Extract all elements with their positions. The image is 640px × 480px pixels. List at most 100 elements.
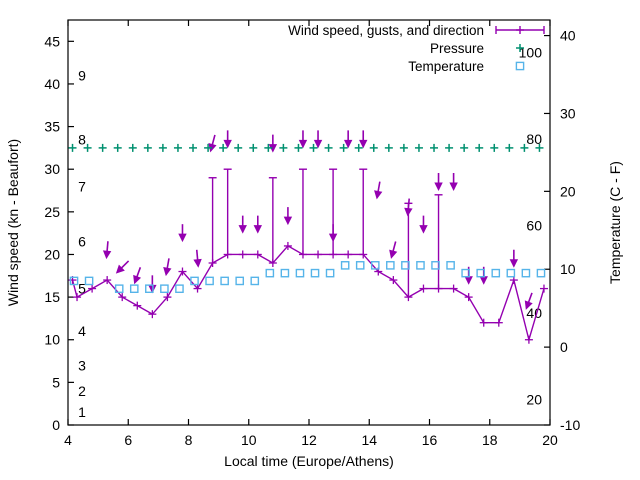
y-axis-tick-label-left: 0 [52, 417, 60, 433]
legend-symbol-temperature [515, 61, 525, 71]
wind-direction-arrow [253, 215, 262, 234]
wind-direction-arrow [419, 215, 428, 234]
x-axis-tick-label: 8 [185, 432, 193, 448]
temperature-marker [69, 276, 79, 286]
temperature-marker [280, 268, 290, 278]
wind-direction-arrow [313, 130, 323, 149]
x-axis-tick-label: 10 [241, 432, 257, 448]
wind-direction-arrow [374, 181, 383, 200]
temperature-marker [461, 268, 470, 278]
temperature-marker [386, 261, 395, 270]
temperature-marker [416, 261, 425, 270]
temperature-marker [340, 261, 350, 270]
temperature-marker [160, 284, 169, 294]
wind-direction-arrow [359, 130, 368, 149]
beaufort-label-2: 2 [78, 383, 86, 399]
x-axis-tick-label: 12 [301, 432, 317, 448]
beaufort-label-5: 5 [78, 281, 86, 297]
beaufort-label-6: 6 [78, 234, 86, 250]
temperature-marker [355, 261, 365, 270]
beaufort-label-9: 9 [78, 67, 86, 83]
temperature-marker [491, 268, 501, 278]
y-axis-tick-label-celsius: 10 [560, 261, 576, 277]
wind-direction-arrow [268, 134, 278, 153]
y-axis-title-right: Temperature (C - F) [607, 161, 623, 284]
x-axis-tick-label: 18 [482, 432, 498, 448]
temperature-marker [325, 268, 335, 278]
wind-direction-arrow [389, 241, 398, 259]
temperature-marker [521, 268, 531, 278]
temperature-marker [310, 268, 320, 278]
x-axis-tick-label: 14 [361, 432, 377, 448]
wind-direction-arrow [178, 224, 187, 243]
wind-direction-arrow [404, 198, 413, 217]
temperature-marker [295, 268, 305, 278]
wind-direction-arrow [115, 260, 130, 274]
wind-direction-arrow [163, 258, 172, 277]
y-axis-tick-label-fahrenheit: 20 [526, 391, 542, 407]
temperature-marker [446, 261, 455, 270]
beaufort-label-4: 4 [78, 323, 86, 339]
beaufort-label-1: 1 [78, 404, 86, 420]
beaufort-label-3: 3 [78, 357, 86, 373]
beaufort-label-8: 8 [78, 131, 86, 147]
wind-direction-arrow [343, 130, 353, 149]
y-axis-tick-label-left: 10 [44, 332, 60, 348]
temperature-marker [220, 276, 229, 286]
temperature-marker [536, 268, 546, 278]
wind-direction-arrow [328, 224, 338, 243]
y-axis-tick-label-left: 30 [44, 161, 60, 177]
wind-direction-arrow [102, 241, 112, 260]
x-axis-tick-label: 6 [124, 432, 132, 448]
wind-direction-arrow [238, 215, 247, 234]
x-axis-title: Local time (Europe/Athens) [224, 453, 394, 469]
y-axis-tick-label-left: 20 [44, 246, 60, 262]
wind-speed-line [71, 245, 545, 343]
x-axis-tick-label: 20 [542, 432, 558, 448]
y-axis-tick-label-celsius: 40 [560, 28, 576, 44]
y-axis-tick-label-left: 40 [44, 76, 60, 92]
temperature-marker [250, 276, 260, 286]
temperature-marker [145, 284, 154, 294]
wind-direction-arrow [434, 173, 443, 191]
temperature-marker [129, 284, 139, 294]
plot-frame [67, 19, 551, 426]
y-axis-tick-label-left: 15 [44, 289, 60, 305]
y-axis-tick-label-fahrenheit: 80 [526, 131, 542, 147]
legend-label-0: Wind speed, gusts, and direction [288, 23, 484, 38]
wind-direction-arrow [193, 249, 202, 268]
legend-label-1: Pressure [430, 41, 484, 56]
temperature-marker [190, 276, 199, 286]
temperature-marker [476, 268, 486, 278]
temperature-marker [265, 268, 275, 278]
y-axis-tick-label-celsius: 20 [560, 183, 576, 199]
temperature-marker [370, 261, 380, 270]
temperature-marker [235, 276, 245, 286]
legend-label-2: Temperature [408, 59, 484, 74]
y-axis-tick-label-left: 45 [44, 33, 60, 49]
temperature-marker [506, 268, 516, 278]
y-axis-tick-label-left: 5 [52, 374, 60, 390]
x-axis-tick-label: 4 [64, 432, 72, 448]
y-axis-tick-label-left: 25 [44, 204, 60, 220]
y-axis-tick-label-left: 35 [44, 119, 60, 135]
y-axis-tick-label-celsius: -10 [560, 417, 580, 433]
temperature-marker [431, 261, 440, 270]
y-axis-tick-label-fahrenheit: 40 [526, 305, 542, 321]
temperature-marker [114, 284, 124, 294]
temperature-marker [401, 261, 410, 270]
x-axis-tick-label: 16 [422, 432, 438, 448]
wind-direction-arrow [524, 292, 533, 310]
temperature-marker [205, 276, 214, 286]
wind-direction-arrow [449, 173, 458, 191]
wind-direction-arrow [223, 130, 232, 149]
y-axis-tick-label-celsius: 0 [560, 339, 568, 355]
y-axis-title-left: Wind speed (kn - Beaufort) [5, 139, 21, 306]
wind-direction-arrow [208, 134, 217, 153]
temperature-marker [175, 284, 184, 294]
y-axis-tick-label-fahrenheit: 60 [526, 218, 542, 234]
wind-direction-arrow [509, 249, 519, 268]
temperature-marker [84, 276, 94, 286]
